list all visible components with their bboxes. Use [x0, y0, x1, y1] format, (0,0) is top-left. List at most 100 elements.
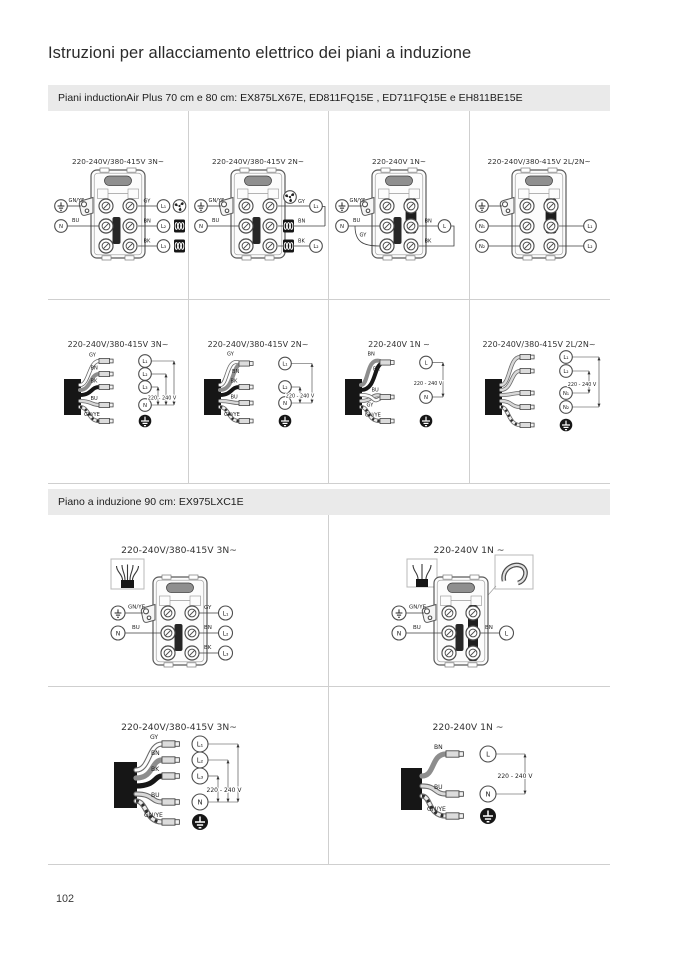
wire-label: BK: [425, 239, 432, 245]
wire-label: BN: [425, 219, 432, 225]
wire-label: BN: [368, 352, 375, 358]
terminal-label: L₃: [142, 385, 147, 391]
terminal-label: L₁: [223, 610, 229, 617]
terminal-label: L₁: [142, 359, 147, 365]
wire-label: GN/YE: [84, 412, 100, 418]
diagram-cable-3n: 220-240V/380-415V 3N~ GY BN BK BU GN/YE …: [64, 340, 178, 428]
voltage-range: 220 - 240 V: [207, 787, 243, 794]
terminal-label: N₂: [563, 405, 569, 411]
terminal-label: L₂: [142, 372, 147, 378]
terminal-label: L₁: [161, 204, 166, 210]
terminal-label: L₂: [282, 385, 287, 391]
wire-label: BK: [204, 645, 212, 651]
wire-label: GY: [298, 199, 306, 205]
induction-coil-icon: [173, 239, 186, 253]
terminal-label: L₂: [587, 244, 592, 250]
voltage-label: 220-240V/380-415V 2N~: [208, 340, 309, 349]
voltage-label: 220-240V 1N ~: [433, 722, 504, 733]
terminal-label: L: [505, 630, 509, 637]
earth-icon: [391, 605, 407, 621]
cable-sheath: [401, 768, 422, 810]
terminal-label: L₂: [161, 224, 166, 230]
wire-label: BK: [231, 379, 238, 385]
wire-label: BN: [485, 625, 493, 631]
terminal-label: N: [199, 224, 203, 230]
terminal-label: L₁: [563, 355, 568, 361]
wire-label: BN: [144, 219, 151, 225]
earth-icon: [110, 605, 126, 621]
cable-sheath: [345, 379, 362, 415]
wire-label: GY: [144, 199, 152, 205]
wire-label: GY: [150, 734, 158, 741]
wire-label: GN/YE: [427, 806, 446, 813]
divider: [48, 483, 610, 484]
cable-sheath: [485, 379, 502, 415]
terminal-label: L: [443, 224, 446, 230]
section2-header: Piano a induzione 90 cm: EX975LXC1E: [48, 489, 610, 515]
diagram-block-2l2n: 220-240V/380-415V 2L/2N~ N₁ N₂ L₁ L₂: [475, 157, 597, 297]
fan-icon: [283, 190, 297, 204]
wire-label: BU: [372, 388, 379, 394]
divider: [48, 299, 610, 300]
wire-label: BK: [373, 367, 380, 373]
earth-icon: [480, 808, 496, 824]
wire-label: GY: [367, 403, 375, 409]
diagram-block-90-1n: 220-240V 1N ~ GN/YE N BU BN L: [391, 545, 534, 686]
wire-label: BU: [212, 218, 219, 224]
voltage-label: 220-240V/380-415V 3N~: [121, 722, 237, 733]
earth-icon: [419, 414, 433, 428]
terminal-label: N: [485, 791, 490, 799]
wire-label: GY: [204, 605, 212, 611]
wire-label: GY: [227, 352, 235, 358]
wire-label: GN/YE: [69, 198, 85, 204]
earth-icon: [475, 199, 489, 213]
earth-icon: [138, 414, 152, 428]
wire-label: GN/YE: [365, 413, 381, 419]
terminal-label: L₁: [197, 741, 204, 749]
terminal-label: L₃: [197, 773, 204, 781]
voltage-range: 220 - 240 V: [286, 394, 315, 400]
wire-label: BK: [91, 379, 98, 385]
terminal-label: L₁: [587, 224, 592, 230]
earth-icon: [194, 199, 208, 213]
wire-label: BU: [413, 625, 421, 631]
voltage-label: 220-240V/380-415V 2L/2N~: [487, 157, 590, 166]
terminal-label: N₁: [563, 391, 569, 397]
wire-label: GN/YE: [128, 605, 146, 611]
wire-label: GN/YE: [144, 812, 163, 819]
terminal-block: [91, 168, 145, 260]
terminal-block: [153, 575, 207, 667]
wire-label: BU: [231, 395, 238, 401]
voltage-label: 220-240V/380-415V 3N~: [121, 545, 237, 556]
wire-label: BN: [232, 369, 239, 375]
terminal-label: L₂: [197, 757, 204, 765]
wire-label: BU: [72, 218, 79, 224]
terminal-label: N: [197, 799, 202, 807]
divider: [328, 111, 329, 483]
terminal-label: N: [59, 224, 63, 230]
divider: [469, 111, 470, 483]
voltage-label: 220-240V 1N ~: [434, 545, 505, 556]
wire-label: BK: [151, 766, 160, 773]
earth-icon: [54, 199, 68, 213]
page-number: 102: [56, 893, 75, 905]
wire-label: BU: [91, 396, 98, 402]
wire-label: BK: [144, 239, 151, 245]
wire-label: GN/YE: [224, 412, 240, 418]
wire-label: BU: [353, 218, 360, 224]
terminal-label: L₂: [313, 244, 318, 250]
terminal-label: N₁: [479, 224, 485, 230]
diagram-cable-1n: 220-240V 1N ~ BN BK BU GY GN/YE L N 220 …: [345, 340, 445, 428]
wire-label: BN: [91, 366, 98, 372]
wire-label: BU: [132, 625, 140, 631]
fan-icon: [172, 199, 187, 213]
cable-sheath: [204, 379, 221, 415]
voltage-label: 220-240V/380-415V 2L/2N~: [482, 340, 595, 349]
diagram-cable-90-1n: 220-240V 1N ~ BN BU GN/YE L N 220 - 240 …: [401, 722, 534, 824]
terminal-label: L₂: [563, 369, 568, 375]
wire-label: BN: [151, 750, 160, 757]
wire-label: BN: [298, 219, 305, 225]
diagram-block-90-3n: 220-240V/380-415V 3N~ GN/YE N BU GY L₁ B…: [110, 545, 237, 686]
diagram-cable-2l2n: 220-240V/380-415V 2L/2N~ L₁ L₂ N₁ N₂ 220…: [482, 340, 601, 432]
